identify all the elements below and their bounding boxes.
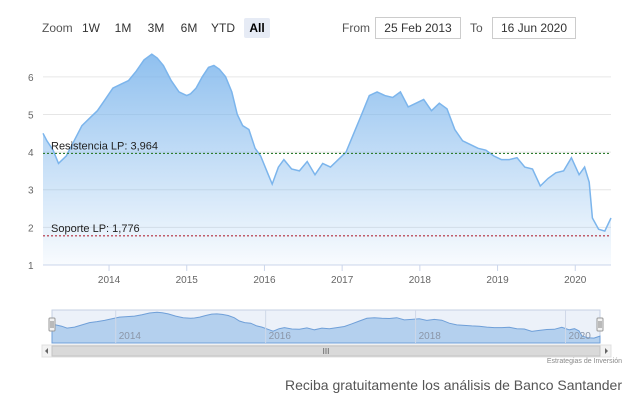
zoom-6m-button[interactable]: 6M xyxy=(180,21,198,35)
x-tick-label: 2014 xyxy=(98,275,121,286)
scrollbar-thumb[interactable] xyxy=(51,345,601,357)
y-tick-label: 4 xyxy=(28,148,34,159)
zoom-3m-button[interactable]: 3M xyxy=(147,21,165,35)
y-tick-label: 3 xyxy=(28,186,34,197)
x-axis: 2014 2015 2016 2017 2018 2019 2020 xyxy=(43,264,611,286)
x-tick-label: 2016 xyxy=(253,275,276,286)
y-tick-label: 6 xyxy=(28,73,34,84)
y-axis: 1 2 3 4 5 6 xyxy=(28,73,34,272)
y-tick-label: 5 xyxy=(28,110,34,121)
level-annotations: Resistencia LP: 3,964 Soporte LP: 1,776 xyxy=(43,140,611,237)
navigator-tick-label: 2016 xyxy=(269,331,292,342)
x-tick-label: 2018 xyxy=(409,275,432,286)
resistance-label: Resistencia LP: 3,964 xyxy=(51,140,158,152)
zoom-label: Zoom xyxy=(42,21,73,35)
price-line xyxy=(42,53,612,233)
chart-credit: Estrategias de Inversión xyxy=(546,358,622,365)
navigator[interactable]: 2014 2016 2018 2020 III xyxy=(41,309,612,358)
support-label: Soporte LP: 1,776 xyxy=(51,223,140,235)
zoom-1w-button[interactable]: 1W xyxy=(82,21,100,35)
scroll-right-arrow-icon[interactable] xyxy=(605,348,608,354)
navigator-right-handle[interactable] xyxy=(596,317,604,332)
from-date-input[interactable]: 25 Feb 2013 xyxy=(375,17,461,39)
navigator-series xyxy=(51,311,601,344)
zoom-all-button[interactable]: All xyxy=(244,18,270,38)
from-label: From xyxy=(342,21,370,35)
promo-text[interactable]: Reciba gratuitamente los análisis de Ban… xyxy=(285,377,622,393)
navigator-tick-label: 2018 xyxy=(419,331,442,342)
zoom-ytd-button[interactable]: YTD xyxy=(211,21,235,35)
scrollbar-grip: III xyxy=(323,347,330,356)
zoom-1m-button[interactable]: 1M xyxy=(114,21,132,35)
x-tick-label: 2017 xyxy=(331,275,354,286)
navigator-left-handle[interactable] xyxy=(48,317,56,332)
x-tick-label: 2020 xyxy=(564,275,587,286)
price-chart: 1 2 3 4 5 6 2014 2015 2016 2017 2018 2019 2020 Resi… xyxy=(28,53,612,358)
navigator-tick-label: 2020 xyxy=(569,331,592,342)
x-tick-label: 2015 xyxy=(176,275,199,286)
price-area xyxy=(43,54,611,266)
navigator-tick-label: 2014 xyxy=(119,331,142,342)
y-tick-label: 1 xyxy=(28,261,34,272)
price-series xyxy=(42,53,612,266)
x-tick-label: 2019 xyxy=(486,275,509,286)
scroll-left-arrow-icon[interactable] xyxy=(45,348,48,354)
to-date-input[interactable]: 16 Jun 2020 xyxy=(492,17,576,39)
y-tick-label: 2 xyxy=(28,223,34,234)
to-label: To xyxy=(470,21,483,35)
